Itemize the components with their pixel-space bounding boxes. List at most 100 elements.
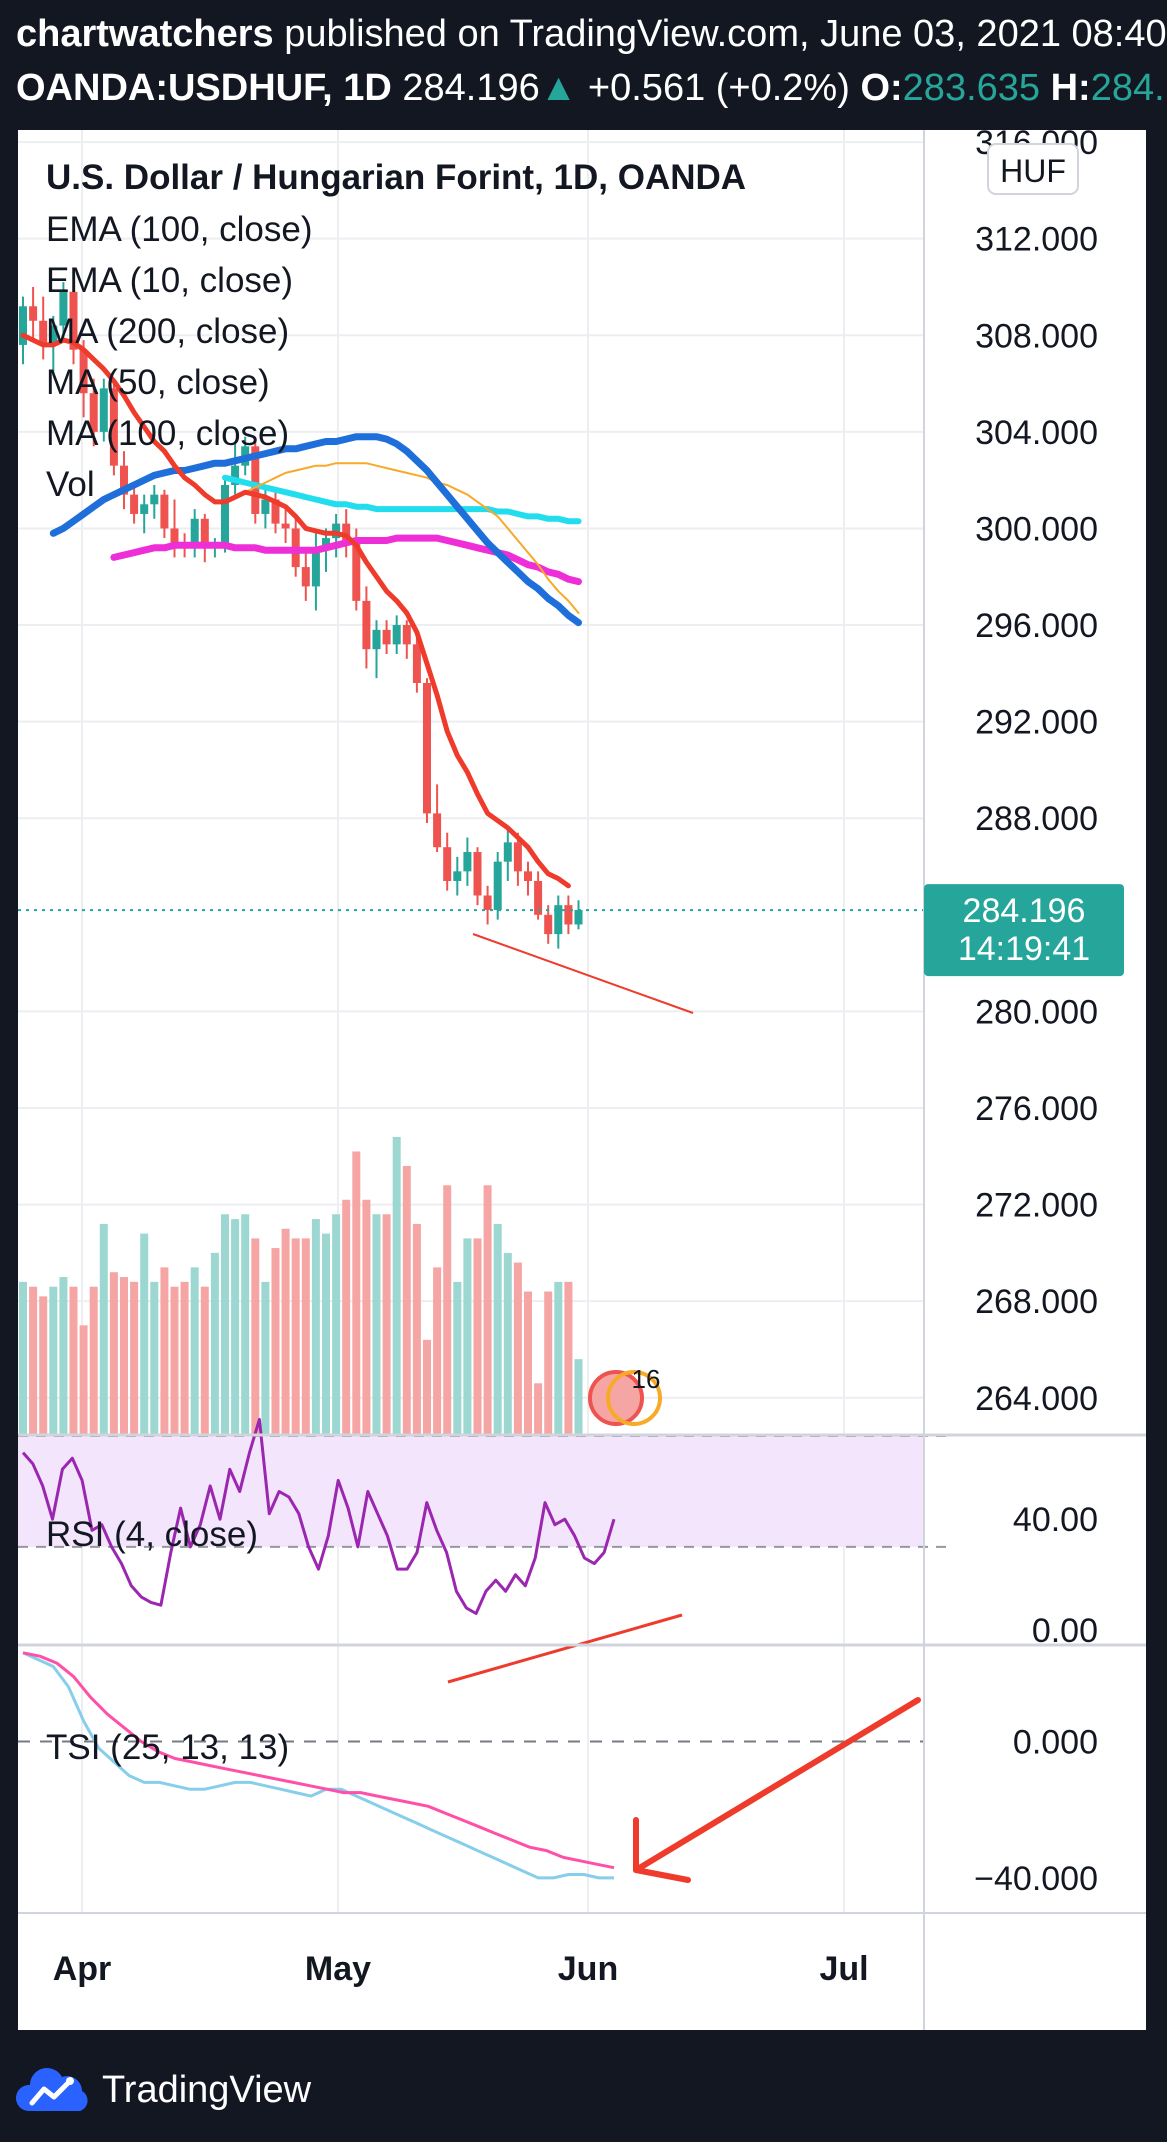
last-price-tag-value: 284.196 bbox=[963, 892, 1086, 930]
candle-body bbox=[524, 871, 532, 882]
tsi-signal-line bbox=[22, 1651, 615, 1870]
volume-bar bbox=[291, 1238, 300, 1434]
price-change: +0.561 (+0.2%) bbox=[587, 67, 850, 109]
x-tick-label: Jun bbox=[558, 1950, 618, 1988]
candle-body bbox=[170, 528, 179, 543]
volume-bar bbox=[342, 1199, 351, 1434]
tsi-tick-label: −40.000 bbox=[974, 1860, 1098, 1898]
legend-ema100[interactable]: EMA (100, close) bbox=[46, 210, 313, 249]
tsi-line bbox=[22, 1651, 614, 1880]
candle-body bbox=[150, 494, 159, 505]
volume-bar bbox=[301, 1238, 310, 1434]
volume-bar bbox=[109, 1272, 118, 1434]
candle-body bbox=[513, 842, 522, 872]
volume-bar bbox=[79, 1325, 88, 1434]
volume-bar bbox=[89, 1286, 98, 1434]
tsi-tick-label: 0.000 bbox=[1013, 1723, 1098, 1761]
volume-bar bbox=[362, 1199, 371, 1434]
candle-body bbox=[281, 523, 290, 529]
legend-ema10[interactable]: EMA (10, close) bbox=[46, 261, 294, 300]
volume-bar bbox=[352, 1151, 361, 1434]
legend-volume[interactable]: Vol bbox=[46, 465, 95, 504]
price-tick-label: 264.000 bbox=[975, 1380, 1098, 1418]
volume-bar bbox=[382, 1214, 391, 1434]
candle-body bbox=[231, 465, 240, 485]
volume-bar bbox=[564, 1281, 573, 1434]
ma-line bbox=[20, 332, 571, 889]
price-tick-label: 308.000 bbox=[975, 317, 1098, 355]
candle-body bbox=[301, 567, 310, 587]
high-value: 284. bbox=[1090, 67, 1165, 109]
price-tick-label: 296.000 bbox=[975, 607, 1098, 645]
volume-bar bbox=[49, 1286, 58, 1434]
chart-panel[interactable]: AprMayJunJul316.000312.000308.000304.000… bbox=[18, 130, 1146, 2030]
ma-line bbox=[244, 462, 580, 614]
last-price-tag bbox=[924, 884, 1124, 977]
volume-bar bbox=[29, 1286, 38, 1434]
candle-body bbox=[120, 465, 128, 495]
price-tick-label: 276.000 bbox=[975, 1090, 1098, 1128]
candle-body bbox=[130, 494, 139, 514]
price-tick-label: 268.000 bbox=[975, 1283, 1098, 1321]
tradingview-logo[interactable]: TradingView bbox=[16, 2060, 311, 2120]
chart-canvas[interactable]: AprMayJunJul316.000312.000308.000304.000… bbox=[18, 130, 1146, 2030]
legend-ma50[interactable]: MA (50, close) bbox=[46, 363, 270, 402]
event-ring-icon bbox=[606, 1370, 662, 1426]
currency-badge-label: HUF bbox=[1000, 153, 1066, 189]
volume-bar bbox=[402, 1165, 411, 1434]
tsi-label[interactable]: TSI (25, 13, 13) bbox=[46, 1728, 290, 1767]
candle-body bbox=[190, 518, 199, 548]
volume-bar bbox=[524, 1291, 532, 1434]
candle-body bbox=[99, 388, 108, 432]
indicator-lines bbox=[18, 332, 924, 1880]
rsi-band bbox=[18, 1436, 924, 1547]
legend-ma200[interactable]: MA (200, close) bbox=[46, 312, 290, 351]
candle-body bbox=[412, 644, 421, 683]
rsi-tick-label: 40.00 bbox=[1013, 1501, 1098, 1539]
indicator-bands bbox=[18, 1435, 946, 1743]
volume-bar bbox=[372, 1214, 381, 1434]
price-tick-label: 292.000 bbox=[975, 704, 1098, 742]
volume-bar bbox=[281, 1228, 290, 1434]
candle-body bbox=[89, 393, 98, 432]
volume-bar bbox=[443, 1185, 452, 1434]
candle-body bbox=[473, 852, 482, 896]
volume-bar bbox=[412, 1223, 421, 1434]
open-label: O: bbox=[860, 67, 903, 109]
arrow-annotation bbox=[633, 1697, 921, 1873]
arrow-head bbox=[633, 1817, 691, 1883]
legend-ma100[interactable]: MA (100, close) bbox=[46, 414, 290, 453]
volume-bar bbox=[210, 1252, 219, 1434]
volume-bar bbox=[261, 1281, 270, 1434]
candle-body bbox=[79, 349, 88, 394]
up-arrow-icon: ▲ bbox=[539, 67, 578, 109]
volume-bar bbox=[150, 1281, 159, 1434]
candle-body bbox=[372, 629, 381, 650]
author-name[interactable]: chartwatchers bbox=[16, 13, 274, 55]
event-badge-count: 16 bbox=[632, 1364, 661, 1394]
candle-body bbox=[311, 547, 320, 587]
volume-bar bbox=[170, 1286, 179, 1434]
rsi-line bbox=[21, 1417, 616, 1615]
rsi-label[interactable]: RSI (4, close) bbox=[46, 1515, 258, 1554]
candle-body bbox=[534, 881, 543, 915]
volume-bar bbox=[493, 1223, 502, 1434]
candle-body bbox=[443, 847, 452, 882]
publish-header: chartwatchers published on TradingView.c… bbox=[16, 12, 1167, 56]
tradingview-cloud-icon bbox=[16, 2068, 88, 2111]
volume-bar bbox=[200, 1286, 209, 1434]
volume-bar bbox=[392, 1136, 401, 1434]
volume-bar bbox=[221, 1214, 229, 1434]
candle-body bbox=[160, 494, 169, 529]
volume-bar bbox=[534, 1383, 543, 1434]
symbol-label: OANDA:USDHUF, 1D bbox=[16, 67, 392, 109]
candle-body bbox=[19, 306, 27, 345]
volume-bar bbox=[463, 1238, 472, 1434]
currency-badge bbox=[987, 143, 1079, 195]
candle-body bbox=[503, 842, 512, 862]
candle-body bbox=[49, 325, 58, 345]
candle-body bbox=[362, 600, 371, 650]
volume-bar bbox=[160, 1267, 169, 1434]
price-tick-label: 304.000 bbox=[975, 414, 1098, 452]
candle-body bbox=[463, 852, 472, 872]
